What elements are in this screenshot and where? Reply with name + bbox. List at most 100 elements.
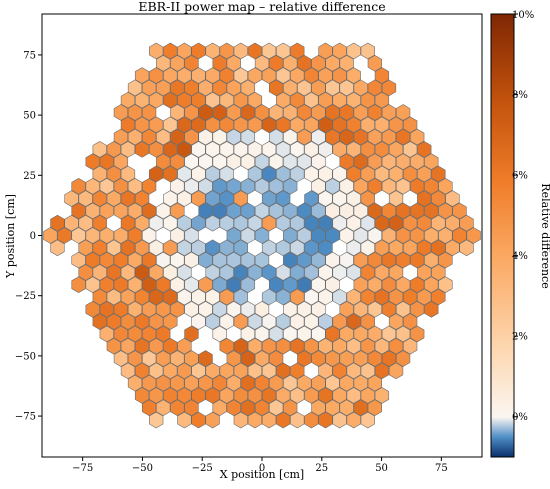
hex-cell: [113, 202, 129, 220]
hex-cell: [367, 104, 383, 121]
hex-cell: [177, 239, 192, 257]
hex-cell: [360, 141, 375, 158]
hex-cell: [402, 337, 418, 355]
hex-cell: [402, 313, 418, 330]
hex-cell: [240, 128, 256, 146]
hex-cell: [163, 387, 178, 404]
hex-cell: [113, 227, 129, 244]
hex-cell: [311, 54, 326, 72]
hex-cell: [367, 374, 383, 392]
hex-cell: [149, 214, 164, 232]
hex-cell: [184, 79, 199, 97]
hex-cell: [205, 264, 220, 281]
hex-cell: [184, 325, 199, 343]
hex-cell: [191, 91, 206, 109]
hex-cell: [64, 190, 79, 207]
hex-cell: [325, 374, 340, 392]
hex-cell: [240, 276, 256, 294]
hex-cell: [184, 153, 199, 170]
hex-cell: [141, 374, 157, 392]
hex-cell: [177, 67, 192, 84]
hex-cell: [339, 79, 354, 97]
hex-cell: [283, 104, 298, 121]
hex-cell: [240, 374, 256, 392]
hex-cells: [43, 42, 481, 429]
hex-cell: [205, 313, 220, 330]
hex-cell: [219, 264, 234, 281]
hex-cell: [283, 54, 298, 72]
hex-cell: [360, 387, 375, 404]
hex-cell: [283, 202, 298, 220]
hex-cell: [191, 42, 206, 60]
hex-cell: [134, 214, 150, 232]
hex-cell: [381, 128, 397, 146]
hex-cell: [311, 202, 326, 220]
hex-cell: [226, 153, 241, 170]
hex-cell: [205, 411, 220, 429]
hex-cell: [120, 239, 136, 257]
hex-cell: [163, 67, 178, 84]
hex-cell: [304, 387, 319, 404]
hex-cell: [149, 116, 164, 134]
hex-cell: [198, 251, 213, 269]
hex-cell: [297, 54, 312, 72]
hex-cell: [268, 79, 284, 97]
hex-cell: [170, 350, 185, 367]
hex-cell: [99, 153, 114, 170]
hex-cell: [205, 116, 220, 134]
hex-cell: [417, 141, 432, 158]
hex-cell: [424, 153, 439, 170]
hex-cell: [233, 337, 248, 355]
hex-cell: [304, 165, 319, 183]
hex-cell: [381, 104, 397, 121]
hex-cell: [254, 227, 270, 244]
hex-cell: [339, 301, 354, 318]
hex-cell: [212, 251, 227, 269]
hex-cell: [297, 128, 312, 146]
hex-cell: [226, 79, 241, 97]
hex-cell: [127, 276, 143, 294]
hex-cell: [290, 116, 305, 134]
hex-cell: [247, 264, 263, 281]
hex-cell: [353, 227, 368, 244]
hex-cell: [318, 190, 333, 207]
hex-cell: [261, 362, 277, 380]
hex-cell: [360, 313, 375, 330]
hex-cell: [92, 264, 107, 281]
hex-cell: [431, 214, 446, 232]
hex-cell: [205, 288, 220, 306]
hex-cell: [184, 399, 199, 417]
hex-cell: [276, 239, 291, 257]
hex-cell: [191, 116, 206, 134]
hex-cell: [459, 214, 474, 232]
hex-cell: [226, 251, 241, 269]
hex-cell: [410, 153, 425, 170]
hex-cell: [141, 325, 157, 343]
hex-cell: [402, 214, 418, 232]
hex-cell: [113, 104, 129, 121]
hex-cell: [325, 399, 340, 417]
hex-cell: [163, 165, 178, 183]
hex-cell: [360, 116, 375, 134]
hex-cell: [346, 288, 361, 306]
hex-cell: [113, 325, 129, 343]
hex-cell: [374, 362, 390, 380]
hex-cell: [261, 42, 277, 60]
hex-cell: [156, 251, 171, 269]
hex-cell: [254, 104, 270, 121]
hex-cell: [332, 165, 347, 183]
hex-cell: [374, 67, 390, 84]
hex-cell: [353, 301, 368, 318]
hex-cell: [191, 362, 206, 380]
hex-cell: [92, 239, 107, 257]
hex-cell: [388, 190, 404, 207]
hex-cell: [339, 54, 354, 72]
hex-cell: [459, 239, 474, 257]
hex-cell: [198, 202, 213, 220]
hex-cell: [410, 128, 425, 146]
hex-cell: [141, 128, 157, 146]
hex-cell: [353, 276, 368, 294]
hex-cell: [304, 337, 319, 355]
hex-cell: [219, 337, 234, 355]
hex-cell: [113, 128, 129, 146]
